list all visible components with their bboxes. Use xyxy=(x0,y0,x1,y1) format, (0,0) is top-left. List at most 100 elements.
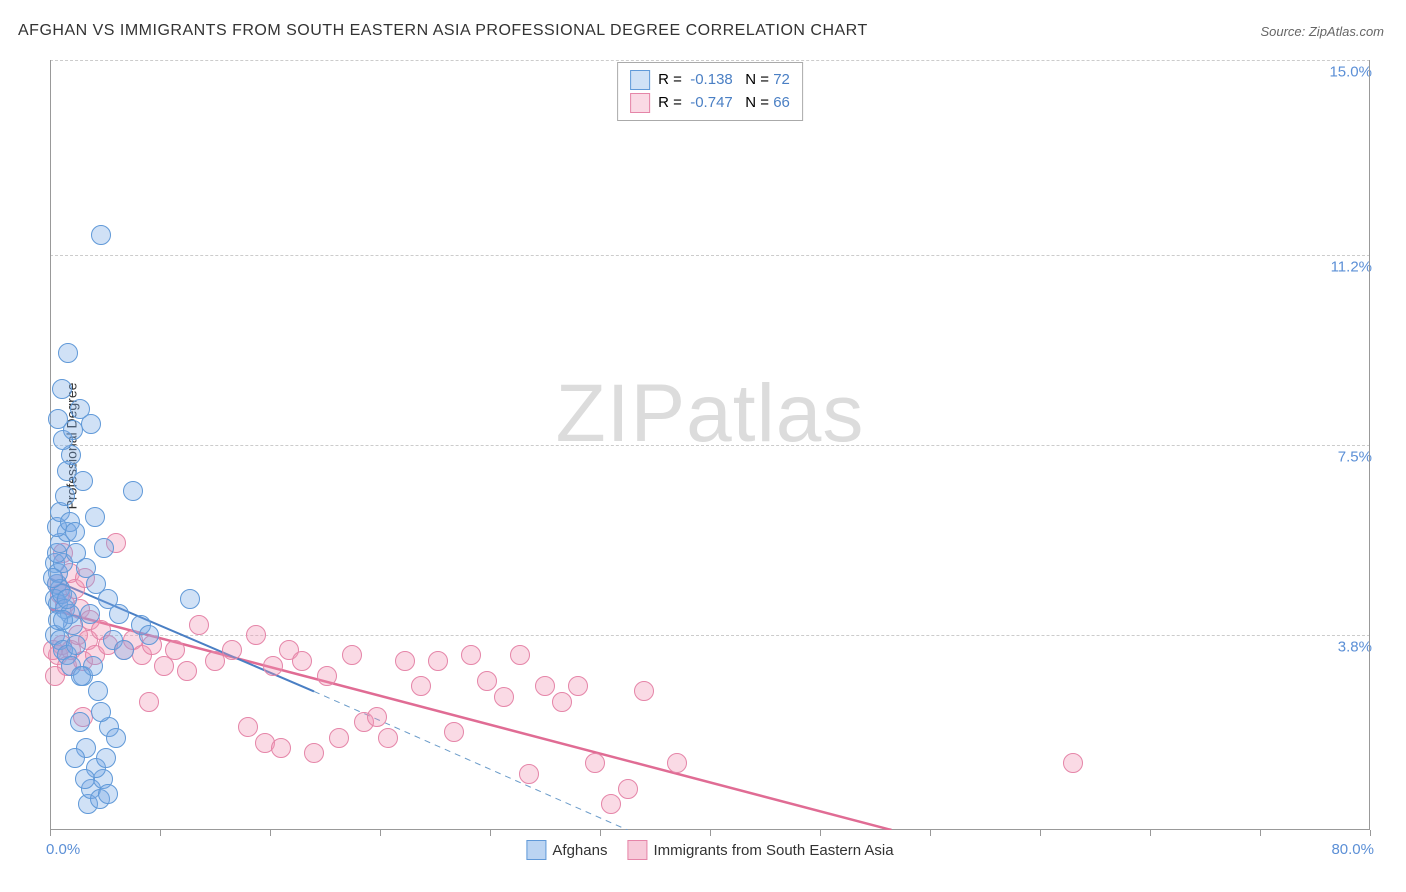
scatter-point xyxy=(75,769,95,789)
scatter-point xyxy=(1063,753,1083,773)
legend-row: R = -0.747 N = 66 xyxy=(630,92,790,115)
scatter-point xyxy=(123,481,143,501)
scatter-point xyxy=(80,604,100,624)
y-tick-label: 7.5% xyxy=(1338,449,1372,466)
scatter-point xyxy=(461,645,481,665)
scatter-point xyxy=(52,379,72,399)
legend-label: Immigrants from South Eastern Asia xyxy=(653,842,893,859)
scatter-point xyxy=(58,343,78,363)
scatter-point xyxy=(667,753,687,773)
scatter-point xyxy=(85,507,105,527)
scatter-point xyxy=(57,589,77,609)
legend-label: Afghans xyxy=(552,842,607,859)
x-tick xyxy=(160,830,161,836)
scatter-point xyxy=(71,666,91,686)
scatter-point xyxy=(411,676,431,696)
x-tick xyxy=(490,830,491,836)
scatter-point xyxy=(70,712,90,732)
x-tick xyxy=(930,830,931,836)
scatter-point xyxy=(428,651,448,671)
x-tick xyxy=(1040,830,1041,836)
scatter-point xyxy=(585,753,605,773)
scatter-point xyxy=(94,538,114,558)
correlation-legend: R = -0.138 N = 72R = -0.747 N = 66 xyxy=(617,62,803,121)
scatter-point xyxy=(91,225,111,245)
scatter-point xyxy=(177,661,197,681)
y-axis-line xyxy=(50,60,51,830)
legend-item: Immigrants from South Eastern Asia xyxy=(627,840,893,860)
scatter-point xyxy=(106,728,126,748)
scatter-point xyxy=(292,651,312,671)
scatter-point xyxy=(66,635,86,655)
scatter-point xyxy=(246,625,266,645)
x-tick xyxy=(1370,830,1371,836)
scatter-point xyxy=(139,692,159,712)
x-tick xyxy=(380,830,381,836)
x-tick xyxy=(1150,830,1151,836)
y-tick-label: 3.8% xyxy=(1338,638,1372,655)
source-label: Source: ZipAtlas.com xyxy=(1260,24,1384,39)
watermark: ZIPatlas xyxy=(556,367,865,461)
scatter-point xyxy=(222,640,242,660)
scatter-point xyxy=(98,784,118,804)
scatter-point xyxy=(317,666,337,686)
x-min-label: 0.0% xyxy=(46,841,80,858)
scatter-point xyxy=(304,743,324,763)
scatter-point xyxy=(395,651,415,671)
scatter-point xyxy=(271,738,291,758)
x-max-label: 80.0% xyxy=(1331,841,1374,858)
scatter-point xyxy=(73,471,93,491)
scatter-point xyxy=(109,604,129,624)
gridline xyxy=(50,255,1370,256)
scatter-point xyxy=(114,640,134,660)
series-legend: Afghans Immigrants from South Eastern Asi… xyxy=(526,840,893,860)
legend-stats: R = -0.138 N = 72 xyxy=(658,69,790,92)
scatter-point xyxy=(367,707,387,727)
scatter-point xyxy=(43,568,63,588)
chart-title: AFGHAN VS IMMIGRANTS FROM SOUTH EASTERN … xyxy=(18,22,868,40)
scatter-point xyxy=(618,779,638,799)
scatter-point xyxy=(48,409,68,429)
scatter-point xyxy=(494,687,514,707)
scatter-point xyxy=(535,676,555,696)
scatter-point xyxy=(139,625,159,645)
scatter-point xyxy=(444,722,464,742)
legend-swatch xyxy=(630,70,650,90)
scatter-point xyxy=(55,486,75,506)
y-tick-label: 15.0% xyxy=(1329,64,1372,81)
scatter-point xyxy=(81,414,101,434)
x-tick xyxy=(1260,830,1261,836)
scatter-point xyxy=(329,728,349,748)
x-tick xyxy=(50,830,51,836)
scatter-point xyxy=(189,615,209,635)
scatter-point xyxy=(180,589,200,609)
scatter-point xyxy=(53,610,73,630)
gridline xyxy=(50,445,1370,446)
scatter-point xyxy=(601,794,621,814)
x-tick xyxy=(710,830,711,836)
scatter-point xyxy=(65,748,85,768)
legend-stats: R = -0.747 N = 66 xyxy=(658,92,790,115)
x-tick xyxy=(820,830,821,836)
scatter-point xyxy=(634,681,654,701)
y-axis-line-right xyxy=(1369,60,1370,830)
scatter-point xyxy=(568,676,588,696)
scatter-point xyxy=(552,692,572,712)
scatter-point xyxy=(378,728,398,748)
scatter-point xyxy=(91,702,111,722)
x-tick xyxy=(270,830,271,836)
plot-area: ZIPatlas 3.8%7.5%11.2%15.0%0.0%80.0%R = … xyxy=(50,60,1370,830)
legend-swatch xyxy=(630,93,650,113)
legend-item: Afghans xyxy=(526,840,607,860)
legend-swatch xyxy=(627,840,647,860)
legend-swatch xyxy=(526,840,546,860)
y-tick-label: 11.2% xyxy=(1331,259,1372,276)
scatter-point xyxy=(510,645,530,665)
scatter-point xyxy=(238,717,258,737)
scatter-point xyxy=(96,748,116,768)
scatter-point xyxy=(342,645,362,665)
scatter-point xyxy=(519,764,539,784)
scatter-point xyxy=(263,656,283,676)
gridline xyxy=(50,60,1370,61)
scatter-point xyxy=(477,671,497,691)
